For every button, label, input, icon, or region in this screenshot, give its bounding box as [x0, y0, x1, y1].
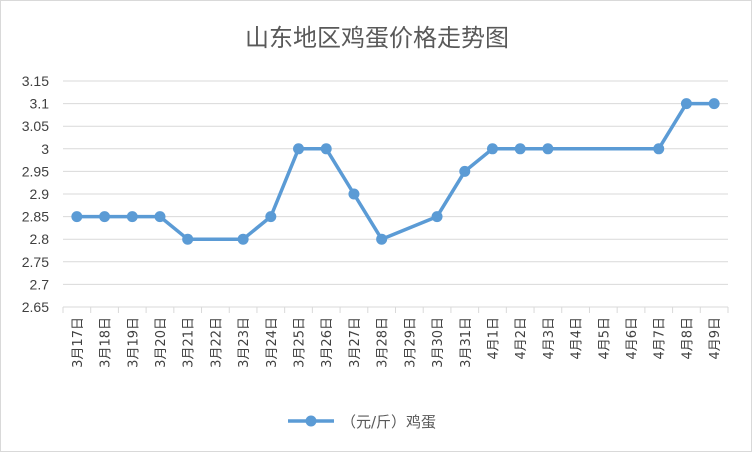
- y-axis-ticks: 3.15 3.1 3.05 3 2.95 2.9 2.85 2.8 2.75 2.7 2.65: [22, 73, 49, 315]
- gridlines: [63, 80, 728, 308]
- data-point[interactable]: [680, 98, 692, 110]
- data-point[interactable]: [71, 211, 83, 223]
- x-tick-label: 4月3日: [542, 317, 557, 360]
- x-tick-label: 3月17日: [71, 317, 86, 368]
- x-tick-label: 3月19日: [126, 317, 141, 368]
- x-tick-label: 4月9日: [708, 317, 723, 360]
- y-tick-label: 2.65: [22, 299, 49, 315]
- data-point[interactable]: [514, 143, 526, 155]
- x-tick-label: 4月7日: [653, 317, 668, 360]
- x-tick-label: 4月2日: [514, 317, 529, 360]
- x-axis-ticks: 3月17日 3月18日 3月19日 3月20日 3月21日 3月22日 3月23日 3月24日…: [62, 307, 729, 368]
- data-point[interactable]: [237, 233, 249, 245]
- y-tick-label: 3.15: [22, 73, 49, 89]
- x-tick-label: 3月23日: [237, 317, 252, 368]
- data-point[interactable]: [99, 211, 111, 223]
- y-tick-label: 2.75: [22, 254, 49, 270]
- y-tick-label: 2.85: [22, 209, 49, 225]
- y-tick-label: 2.9: [30, 186, 50, 202]
- x-tick-label: 3月18日: [99, 317, 114, 368]
- data-point[interactable]: [542, 143, 554, 155]
- data-point[interactable]: [486, 143, 498, 155]
- x-tick-label: 3月28日: [376, 317, 391, 368]
- data-point[interactable]: [708, 98, 720, 110]
- x-tick-label: 3月31日: [459, 317, 474, 368]
- chart-title: 山东地区鸡蛋价格走势图: [245, 24, 509, 52]
- x-tick-label: 3月25日: [293, 317, 308, 368]
- data-point[interactable]: [431, 211, 443, 223]
- x-tick-label: 4月4日: [570, 317, 585, 360]
- y-tick-label: 3.1: [30, 96, 50, 112]
- legend[interactable]: （元/斤）鸡蛋: [288, 413, 436, 431]
- x-tick-label: 4月8日: [680, 317, 695, 360]
- y-tick-label: 2.8: [30, 231, 50, 247]
- x-tick-label: 3月26日: [320, 317, 335, 368]
- data-point[interactable]: [154, 211, 166, 223]
- data-point[interactable]: [320, 143, 332, 155]
- data-point[interactable]: [126, 211, 138, 223]
- data-point[interactable]: [376, 233, 388, 245]
- y-tick-label: 2.95: [22, 163, 49, 179]
- y-tick-label: 3: [41, 141, 49, 157]
- data-point[interactable]: [182, 233, 194, 245]
- data-point[interactable]: [265, 211, 277, 223]
- y-tick-label: 3.05: [22, 118, 49, 134]
- series-layer: [71, 98, 720, 245]
- x-tick-label: 3月29日: [403, 317, 418, 368]
- x-tick-label: 4月1日: [486, 317, 501, 360]
- x-tick-label: 3月21日: [182, 317, 197, 368]
- y-tick-label: 2.7: [30, 276, 50, 292]
- x-tick-label: 3月22日: [209, 317, 224, 368]
- data-point[interactable]: [653, 143, 665, 155]
- x-tick-label: 3月30日: [431, 317, 446, 368]
- x-tick-label: 3月20日: [154, 317, 169, 368]
- data-point[interactable]: [293, 143, 305, 155]
- legend-marker: [305, 415, 317, 427]
- data-point[interactable]: [348, 188, 360, 200]
- x-tick-label: 4月5日: [597, 317, 612, 360]
- legend-label: （元/斤）鸡蛋: [341, 413, 436, 431]
- data-point[interactable]: [459, 165, 471, 177]
- x-tick-label: 3月24日: [265, 317, 280, 368]
- x-tick-label: 4月6日: [625, 317, 640, 360]
- x-tick-label: 3月27日: [348, 317, 363, 368]
